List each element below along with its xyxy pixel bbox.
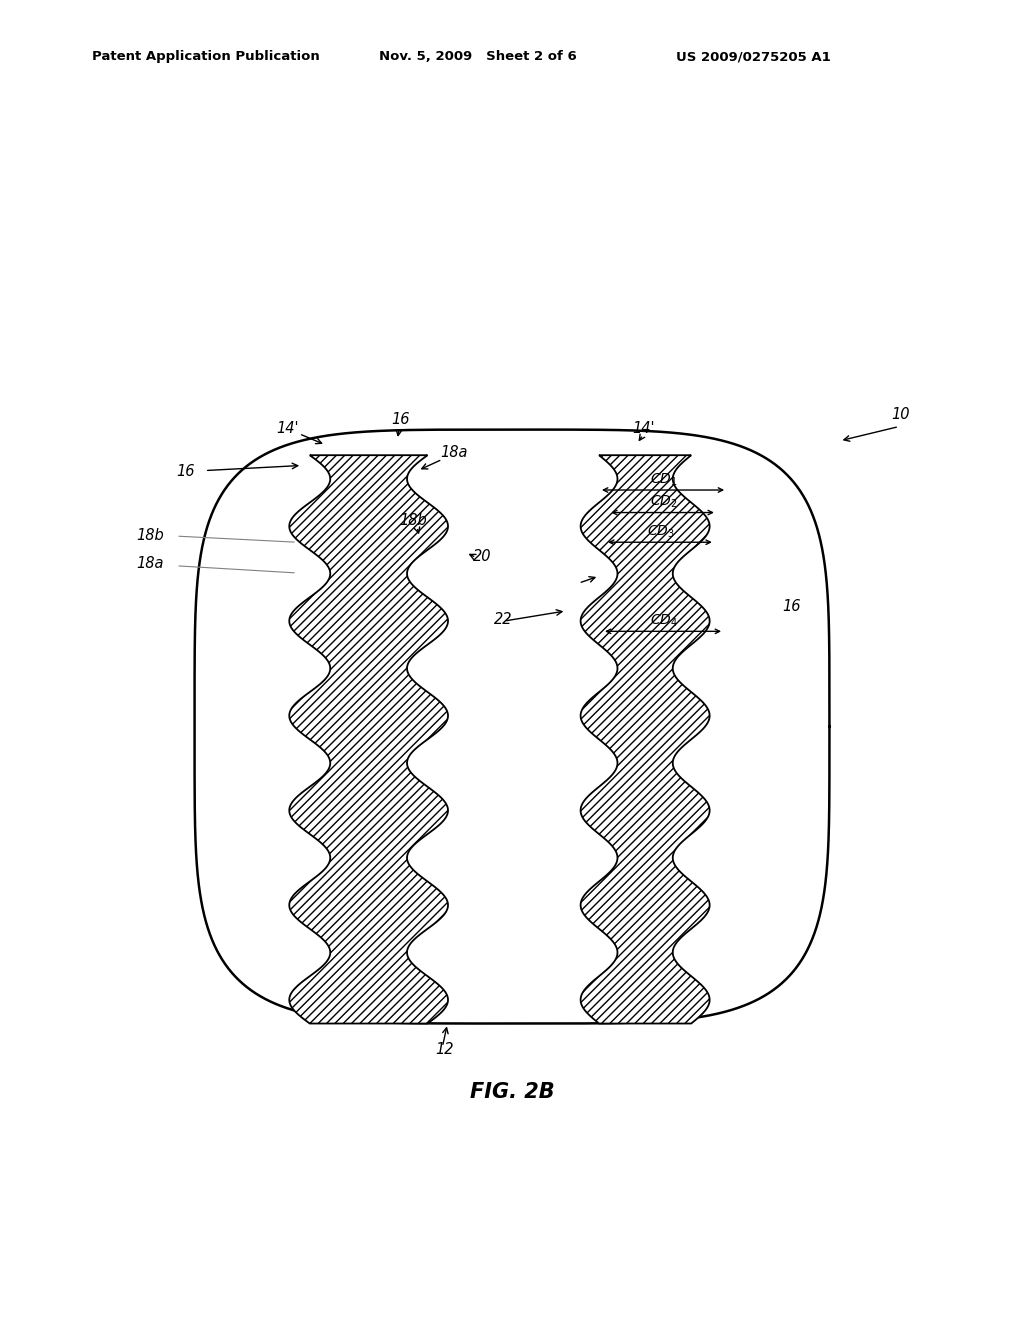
Text: 18a: 18a	[440, 445, 468, 461]
Text: 14': 14'	[276, 421, 299, 436]
Text: 18b: 18b	[399, 513, 427, 528]
Text: 16: 16	[176, 463, 195, 479]
Text: Nov. 5, 2009   Sheet 2 of 6: Nov. 5, 2009 Sheet 2 of 6	[379, 50, 577, 63]
Text: 18a: 18a	[136, 556, 164, 570]
Text: US 2009/0275205 A1: US 2009/0275205 A1	[676, 50, 830, 63]
Text: 20: 20	[473, 549, 492, 564]
Text: FIG. 2B: FIG. 2B	[470, 1082, 554, 1102]
Text: $CD_1$: $CD_1$	[650, 471, 677, 488]
Polygon shape	[581, 455, 710, 1023]
Polygon shape	[195, 429, 829, 1023]
Text: 18b: 18b	[136, 528, 164, 544]
Polygon shape	[290, 455, 447, 1023]
Text: 10: 10	[891, 408, 909, 422]
Text: $CD_2$: $CD_2$	[650, 494, 677, 511]
Text: 12: 12	[435, 1043, 454, 1057]
Text: 22: 22	[494, 612, 512, 627]
Text: Patent Application Publication: Patent Application Publication	[92, 50, 319, 63]
Text: $CD_3$: $CD_3$	[646, 524, 675, 540]
Text: 16: 16	[782, 599, 801, 614]
Text: 14': 14'	[632, 421, 654, 436]
Text: $CD_4$: $CD_4$	[649, 612, 678, 630]
Text: 16: 16	[391, 412, 410, 428]
